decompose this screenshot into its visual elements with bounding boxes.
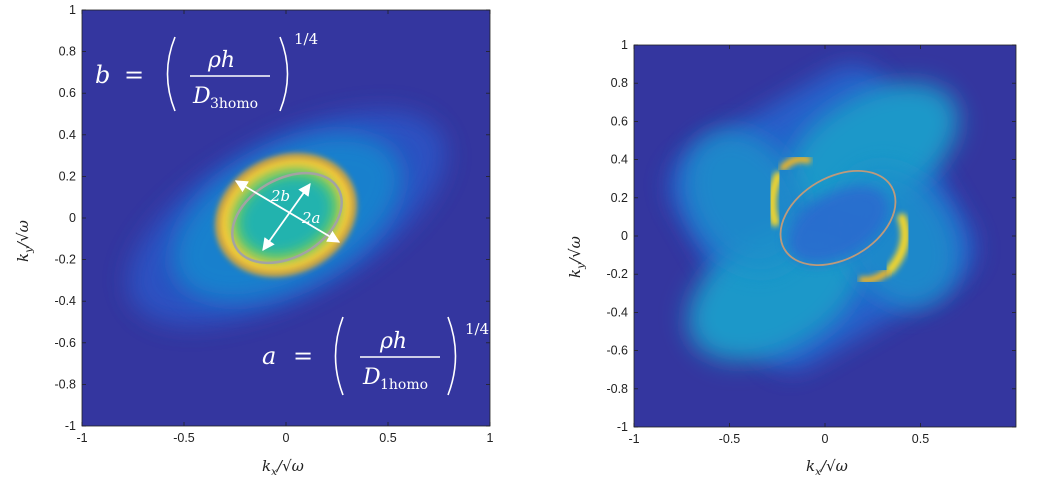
right-ytick-label: 1 [621,38,628,52]
left-xlabel-sqrt: ω [292,457,304,475]
annotation-a-den-sub: 1homo [380,377,428,393]
left-ytick-label: -0.8 [54,377,76,391]
annotation-b-rparen [279,36,289,112]
left-ytick-label: -0.4 [54,294,76,308]
left-ytick-label: -0.6 [54,336,76,350]
right-ytick-label: -0.8 [606,382,628,396]
left-ytick-label: 1 [69,3,76,17]
left-xtick-label: 1 [487,431,494,445]
annotation-a-lhs: a [262,342,276,370]
right-ytick-label: 0.2 [611,191,628,205]
left-ylabel-main: k [14,253,32,262]
left-xtick-label: 0 [283,431,290,445]
annotation-b-den-sub: 3homo [210,96,258,112]
annotation-a-num: ρh [379,329,407,354]
right-xlabel-main: k [806,457,815,475]
right-ylabel-sqrt: ω [566,236,584,248]
right-ytick-label: 0.4 [611,153,628,167]
right-ytick-label: -0.6 [606,344,628,358]
right-ellipse-fit [779,169,897,267]
annotation-a: a = ρh D 1homo 1/4 [262,316,489,396]
left-ylabel-sqrt: ω [14,220,32,232]
annotation-a-den: D [362,365,381,390]
left-ytick-label: 0.4 [59,128,76,142]
annotation-b-den: D [192,84,211,109]
left-xlabel-radical: √ [282,457,292,475]
right-xtick-label: 0.5 [912,432,929,446]
annotation-a-rparen [447,316,457,396]
annotation-b-eq: = [124,61,144,89]
right-heatmap [669,64,975,371]
left-ytick-label: 0 [69,211,76,225]
right-ylabel-sep: / [566,256,584,265]
right-hot-arc-right [885,213,910,275]
arrow-2a [234,180,341,243]
left-xlabel-sep: / [275,457,284,475]
right-ytick-label: -0.4 [606,305,628,319]
left-panel: 2b 2a b = ρh D 3homo 1/4 a = ρh D 1homo … [14,3,494,478]
left-hot-rim [215,153,357,277]
right-hot-arc-topleft [779,155,812,172]
annotation-a-lparen [334,316,344,396]
left-ticks: -1 -0.5 0 0.5 1 1 0.8 0.6 0.4 0.2 0 -0.2 -0.4 -0.6 -0.… [54,3,493,445]
annotation-b-lhs: b [95,61,110,89]
left-xlabel: kx/√ω [262,457,304,478]
right-hot-arc-bottomright [858,268,891,284]
left-ytick-label: 0.6 [59,86,76,100]
right-ylabel-main: k [566,269,584,278]
right-ytick-label: -0.2 [606,267,628,281]
right-xtick-label: -0.5 [719,432,741,446]
right-center-dark [787,185,889,265]
left-xtick-label: 0.5 [379,431,396,445]
left-xlabel-sub: x [271,466,277,478]
right-ylabel-sub: y [575,262,587,270]
right-xlabel-sep: / [819,457,828,475]
annotation-a-exp: 1/4 [465,320,489,338]
right-ylabel-radical: √ [566,248,584,258]
right-xtick-label: -1 [628,432,639,446]
right-ytick-label: 0.8 [611,76,628,90]
right-ylabel: ky/√ω [566,236,587,278]
left-ylabel-sep: / [14,240,32,249]
left-ylabel-radical: √ [14,232,32,242]
right-ticks: -1 -0.5 0 0.5 1 0.8 0.6 0.4 0.2 0 -0.2 -0.4 -0.6 -0.8… [606,38,1016,446]
label-2a: 2a [301,209,321,227]
label-2b: 2b [270,187,290,205]
right-xlabel-radical: √ [826,457,836,475]
right-xlabel-sub: x [815,466,821,478]
right-lobe-left [684,129,806,271]
annotation-a-eq: = [293,342,313,370]
annotation-b: b = ρh D 3homo 1/4 [95,30,318,112]
left-xlabel-main: k [262,457,271,475]
right-ytick-label: 0 [621,229,628,243]
left-xtick-label: -0.5 [173,431,195,445]
left-ytick-label: -0.2 [54,253,76,267]
right-panel: -1 -0.5 0 0.5 1 0.8 0.6 0.4 0.2 0 -0.2 -0.4 -0.6 -0.8… [566,38,1017,478]
annotation-b-exp: 1/4 [294,30,318,48]
annotation-b-lparen [166,36,176,112]
left-ytick-label: -1 [65,419,76,433]
right-xtick-label: 0 [822,432,829,446]
left-ytick-label: 0.2 [59,169,76,183]
right-ytick-label: -1 [617,420,628,434]
right-hot-arc-left [767,171,783,227]
left-ytick-label: 0.8 [59,45,76,59]
annotation-b-num: ρh [207,48,235,73]
right-ytick-label: 0.6 [611,114,628,128]
left-xtick-label: -1 [76,431,87,445]
right-xlabel: kx/√ω [806,457,848,478]
left-ylabel-sub: y [23,246,35,254]
left-ylabel: ky/√ω [14,220,35,262]
right-xlabel-sqrt: ω [836,457,848,475]
